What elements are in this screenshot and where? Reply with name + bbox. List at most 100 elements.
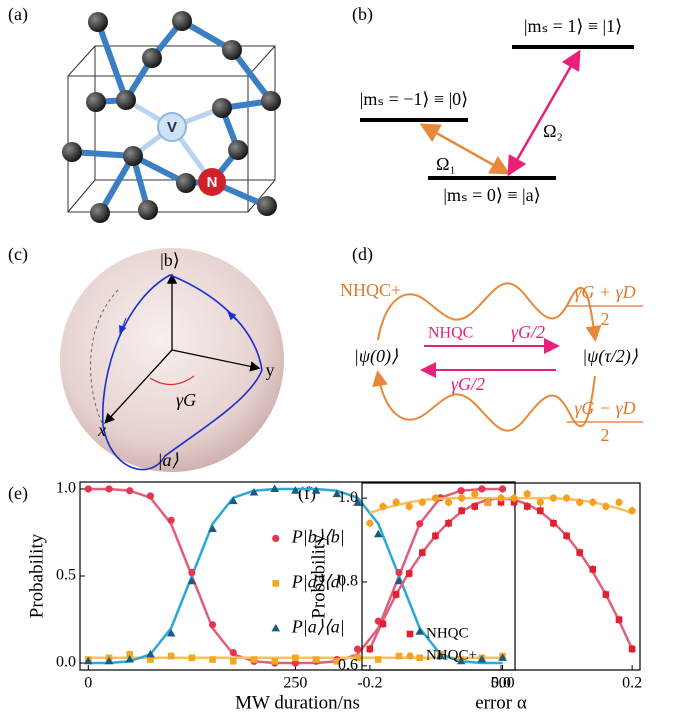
marker [84,485,92,493]
legend-marker [271,623,281,632]
level-label: |mₛ = −1⟩ ≡ |0⟩ [360,89,468,109]
x-tick-label: 0 [84,675,92,692]
panel-label: (d) [352,244,373,265]
lattice [67,45,276,213]
axis-y [171,349,261,372]
marker [333,657,341,665]
transition-arrow [507,49,581,177]
marker [228,496,238,505]
angle-label: γG [176,390,196,410]
marker [187,576,197,585]
marker [229,648,237,657]
marker [126,487,134,495]
nhqc-plus-path [377,282,602,342]
legend-label: P|b⟩⟨b| [291,527,345,547]
axis-label: x [97,420,106,440]
axis-label: y [266,360,275,380]
bond [95,19,129,103]
trajectory-arrow [227,311,237,321]
y-axis-label: Probability [308,534,329,619]
marker [209,656,216,663]
atom [261,91,281,111]
fraction-denominator: 2 [601,425,610,445]
equator-back [90,289,119,426]
marker [576,549,583,556]
marker [550,519,557,527]
atom [116,90,136,110]
marker [353,645,362,653]
marker [444,498,453,506]
marker [366,519,374,527]
marker [146,649,155,658]
coupling-label: Ω₁ [436,154,456,174]
marker [589,498,597,506]
x-axis-label: MW duration/ns [235,692,360,713]
atom [123,146,143,166]
marker [457,487,465,495]
atom [176,173,196,193]
fraction-denominator: 2 [601,309,610,329]
state-label: |ψ(0)⟩ [354,346,398,367]
trajectory-arrow [119,317,127,335]
atom [88,12,108,32]
y-axis-label: Probability [26,533,47,618]
marker [415,627,425,635]
atom [90,203,110,223]
marker [536,498,544,506]
marker [523,490,531,498]
marker [456,656,466,665]
marker [628,645,636,653]
fraction-numerator: γG − γD [574,398,635,418]
state-label: |a⟩ [158,450,179,470]
coupling-label: Ω₂ [543,121,563,141]
atom [212,98,232,118]
bond [97,153,136,216]
rate-label: γG/2 [451,374,485,394]
marker [431,494,440,502]
state-label: |ψ(τ/2)⟩ [582,346,638,367]
marker [497,494,505,502]
marker [271,657,279,665]
y-tick-label: 1.0 [56,480,76,497]
marker [471,503,479,510]
angle-arc [149,375,195,386]
state-label: |b⟩ [160,250,180,270]
marker [250,656,258,663]
rate-label: γG/2 [511,322,545,342]
legend-marker [272,534,280,543]
marker [562,494,571,502]
panel-label: (a) [8,4,28,25]
bloch-sphere [60,248,284,472]
marker [126,651,134,658]
marker [229,657,237,665]
legend-label: P|d⟩⟨d| [291,572,345,592]
path-label: NHQC+ [340,280,401,300]
atom [172,11,192,31]
fraction-numerator: γG + γD [574,282,635,302]
legend-label: NHQC+ [426,647,477,663]
y-tick-label: 0.0 [56,654,76,671]
bond [229,47,274,104]
marker [416,520,424,528]
marker [379,502,387,511]
panel-label: (e) [8,483,28,504]
marker [167,652,175,660]
marker [602,502,610,511]
panel-label: (c) [8,244,28,265]
marker [166,628,176,637]
atom [62,142,82,162]
atom [142,48,162,68]
marker [395,568,403,577]
marker [373,529,383,538]
plot-frame [361,482,641,671]
marker [291,486,300,494]
marker [498,653,507,661]
marker [167,516,175,524]
x-tick-label: 250 [283,675,307,692]
y-tick-label: 0.5 [56,567,76,584]
legend-label: P|a⟩⟨a| [291,617,345,637]
x-axis-label: error α [475,692,527,713]
trajectory [101,274,171,426]
marker [291,659,300,667]
trajectory [102,369,263,471]
